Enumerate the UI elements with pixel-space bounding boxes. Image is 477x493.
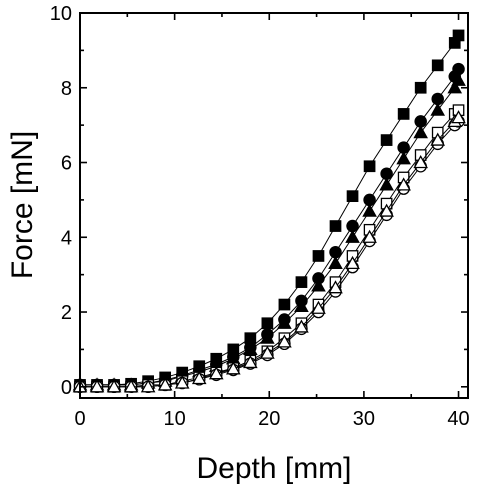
plot-frame bbox=[79, 12, 469, 399]
data-point bbox=[451, 110, 466, 124]
data-point bbox=[379, 177, 394, 191]
x-tick-label: 20 bbox=[258, 408, 280, 430]
data-point bbox=[380, 134, 393, 146]
plot-content bbox=[72, 29, 466, 394]
data-point bbox=[451, 72, 466, 86]
data-point bbox=[430, 102, 446, 116]
data-point bbox=[311, 300, 326, 314]
y-axis-title: Force [mN] bbox=[6, 131, 39, 279]
data-point bbox=[430, 132, 446, 146]
data-point bbox=[345, 229, 360, 243]
data-point bbox=[396, 151, 411, 165]
data-point bbox=[328, 255, 343, 270]
data-point bbox=[226, 361, 241, 375]
y-tick-label: 0 bbox=[61, 377, 72, 399]
data-point bbox=[413, 154, 428, 169]
data-point bbox=[328, 280, 343, 294]
data-point bbox=[329, 220, 342, 232]
data-point bbox=[397, 108, 410, 120]
data-point bbox=[295, 276, 308, 288]
x-tick-label: 0 bbox=[74, 408, 85, 430]
data-point bbox=[294, 319, 309, 333]
y-tick-label: 10 bbox=[50, 3, 72, 25]
data-point bbox=[157, 377, 173, 391]
data-point bbox=[277, 315, 292, 329]
y-tick-label: 4 bbox=[61, 227, 72, 249]
data-point bbox=[413, 125, 428, 139]
data-point bbox=[312, 250, 325, 262]
x-tick-labels: 0 10 20 30 40 bbox=[74, 408, 469, 430]
data-point bbox=[191, 371, 207, 385]
data-point bbox=[363, 160, 376, 173]
data-point bbox=[431, 59, 444, 72]
data-point bbox=[345, 255, 360, 270]
data-point bbox=[89, 379, 105, 393]
x-tick-label: 40 bbox=[447, 408, 469, 430]
data-point bbox=[277, 334, 292, 348]
y-tick-labels: 0 2 4 6 8 10 bbox=[50, 3, 72, 399]
y-tick-label: 2 bbox=[61, 302, 72, 324]
data-point bbox=[311, 278, 326, 292]
data-point bbox=[447, 80, 463, 94]
axis-ticks bbox=[79, 12, 468, 398]
data-point bbox=[243, 341, 258, 356]
data-point bbox=[396, 177, 411, 191]
data-point bbox=[362, 229, 377, 243]
data-point bbox=[362, 203, 377, 217]
data-point bbox=[260, 330, 275, 344]
data-point bbox=[243, 354, 258, 369]
data-point bbox=[261, 317, 274, 330]
x-tick-label: 10 bbox=[164, 408, 186, 430]
x-axis-title: Depth [mm] bbox=[196, 452, 351, 485]
data-point bbox=[106, 379, 122, 393]
data-point bbox=[260, 345, 275, 359]
data-point bbox=[294, 298, 309, 313]
data-point bbox=[278, 298, 291, 311]
data-point bbox=[346, 190, 359, 203]
x-tick-label: 30 bbox=[353, 408, 375, 430]
data-point bbox=[452, 29, 465, 42]
data-point bbox=[208, 366, 224, 380]
data-point bbox=[140, 379, 156, 393]
data-point bbox=[123, 379, 139, 393]
y-tick-label: 6 bbox=[61, 153, 72, 175]
data-point bbox=[174, 375, 190, 389]
data-point bbox=[379, 203, 394, 217]
data-point bbox=[414, 81, 427, 94]
y-tick-label: 8 bbox=[61, 78, 72, 100]
